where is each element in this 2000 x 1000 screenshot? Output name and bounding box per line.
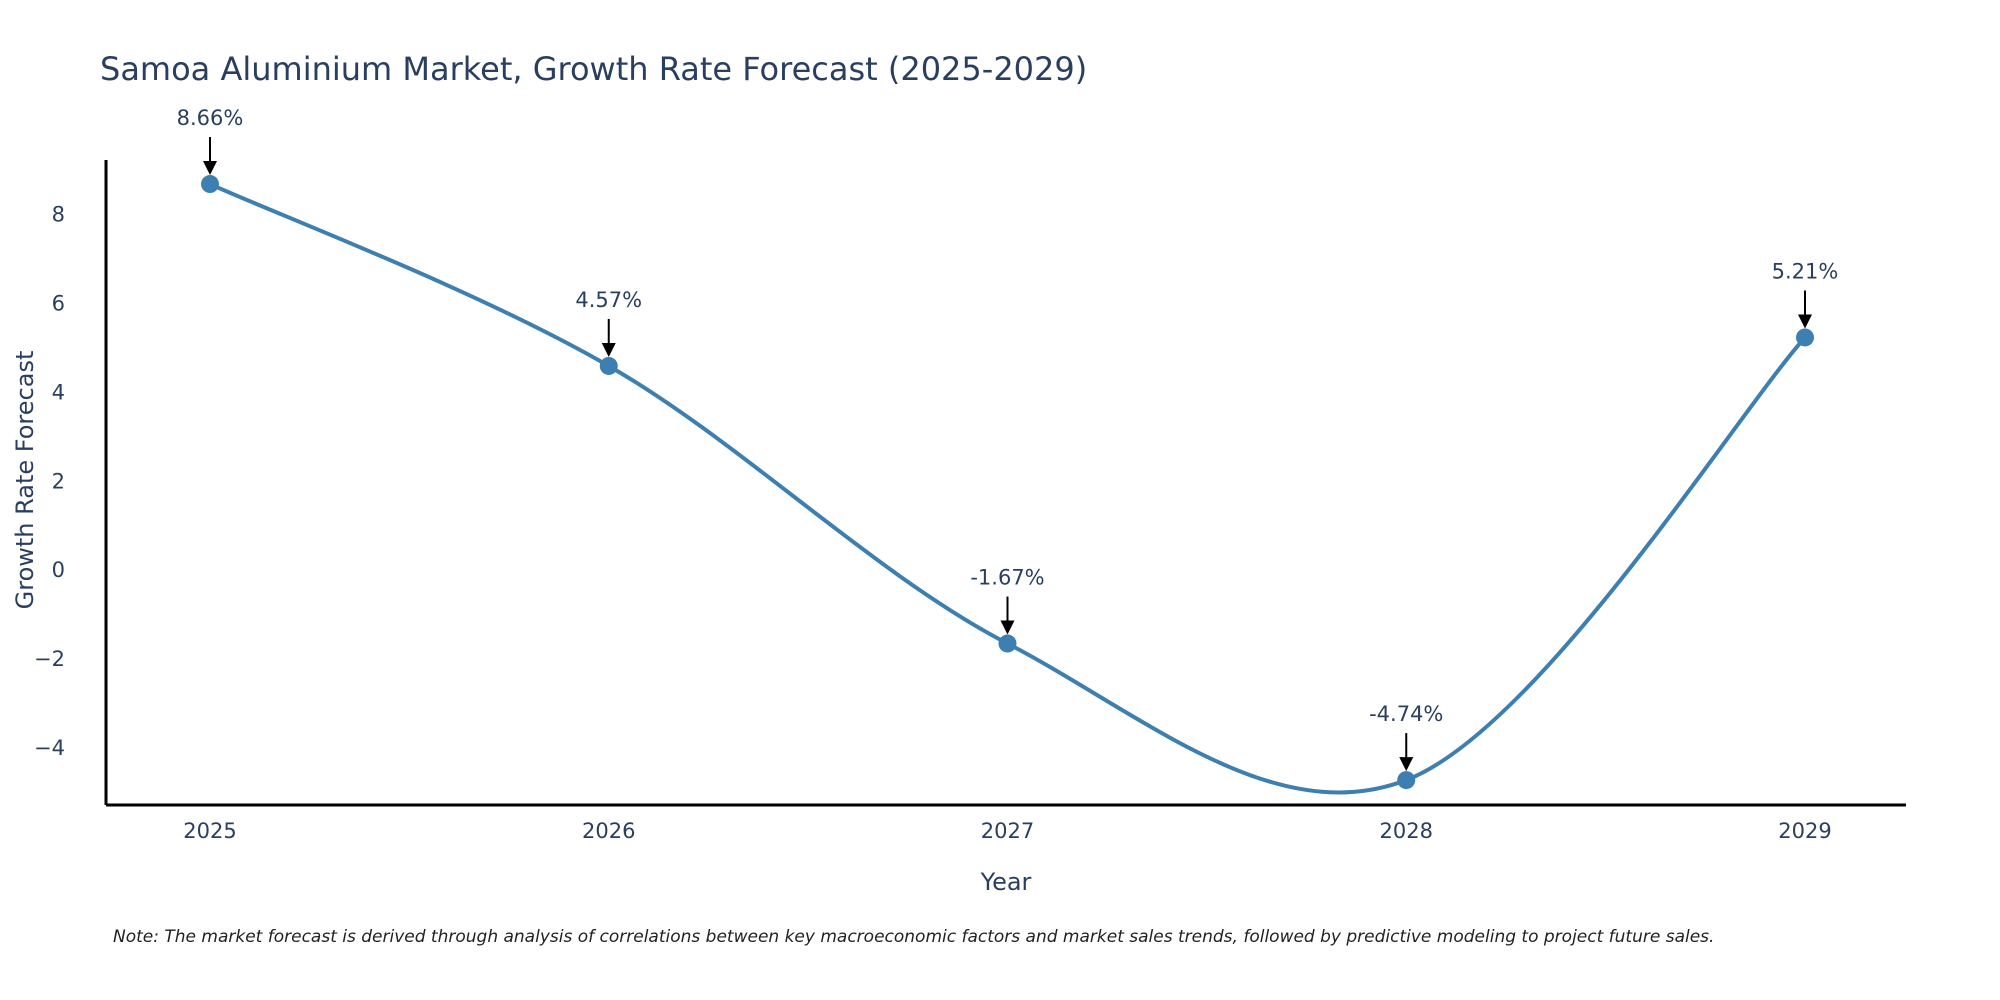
y-tick-label: 0 [52,558,65,582]
annotation-arrowhead [1000,620,1015,635]
y-tick-label: 2 [52,469,65,493]
x-axis-ticks: 2025 2026 2027 2028 2029 [183,819,1831,843]
data-label: -1.67% [970,566,1044,590]
y-tick-label: −2 [34,647,65,671]
y-axis-title: Growth Rate Forecast [11,351,39,610]
y-tick-label: 8 [52,202,65,226]
annotation-arrowhead [1798,314,1812,329]
data-point [599,356,618,375]
annotation-arrowhead [203,161,217,176]
data-point [998,634,1017,653]
data-label: 8.66% [177,106,244,130]
data-points [201,175,1814,790]
data-annotations: 8.66% 4.57% -1.67% -4.74% 5.21% [177,106,1839,772]
data-point [1796,328,1814,347]
x-tick-label: 2028 [1380,819,1433,843]
data-label: 4.57% [575,288,642,312]
forecast-note: Note: The market forecast is derived thr… [113,927,1714,947]
x-tick-label: 2027 [981,819,1034,843]
data-point [1397,771,1416,790]
series-line [209,182,1807,795]
x-tick-label: 2029 [1778,819,1831,843]
y-tick-label: −4 [34,736,65,760]
chart-title: Samoa Aluminium Market, Growth Rate Fore… [100,50,1087,88]
y-tick-label: 6 [52,291,65,315]
y-tick-label: 4 [52,380,65,404]
x-tick-label: 2025 [183,819,236,843]
y-axis-ticks: 8 6 4 2 0 −2 −4 [34,202,65,760]
annotation-arrowhead [1399,757,1414,772]
data-label: -4.74% [1369,702,1443,726]
data-label: 5.21% [1772,259,1839,283]
x-tick-label: 2026 [582,819,635,843]
annotation-arrowhead [601,342,616,357]
data-point [201,175,219,194]
x-axis-title: Year [980,868,1032,896]
